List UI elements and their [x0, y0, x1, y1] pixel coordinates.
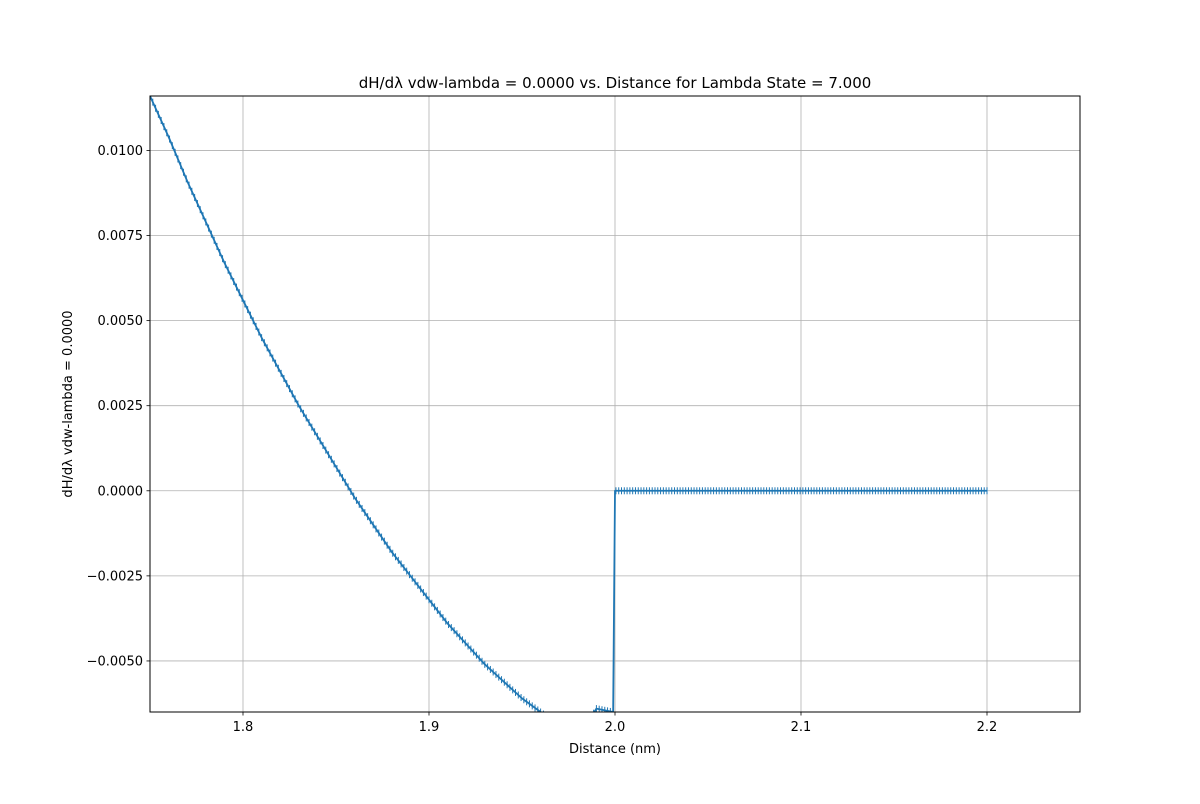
y-tick-label: 0.0050	[98, 314, 144, 329]
x-tick-label: 1.8	[233, 720, 254, 735]
y-tick-label: 0.0025	[98, 399, 144, 414]
data-series	[150, 96, 988, 712]
chart-title: dH/dλ vdw-lambda = 0.0000 vs. Distance f…	[359, 74, 872, 92]
x-tick-label: 2.2	[977, 720, 998, 735]
axis-ticks: 1.8 1.9 2.0 2.1 2.2 −0.0050 −0.0025 0.0000 0.002…	[87, 144, 998, 735]
y-tick-label: −0.0025	[87, 569, 143, 584]
x-tick-label: 1.9	[419, 720, 440, 735]
y-tick-label: −0.0050	[87, 654, 143, 669]
y-axis-label: dH/dλ vdw-lambda = 0.0000	[61, 310, 76, 497]
x-tick-label: 2.0	[605, 720, 626, 735]
x-tick-label: 2.1	[791, 720, 812, 735]
x-axis-label: Distance (nm)	[569, 742, 661, 757]
y-tick-label: 0.0100	[98, 144, 144, 159]
y-tick-label: 0.0000	[98, 484, 144, 499]
y-tick-label: 0.0075	[98, 229, 144, 244]
